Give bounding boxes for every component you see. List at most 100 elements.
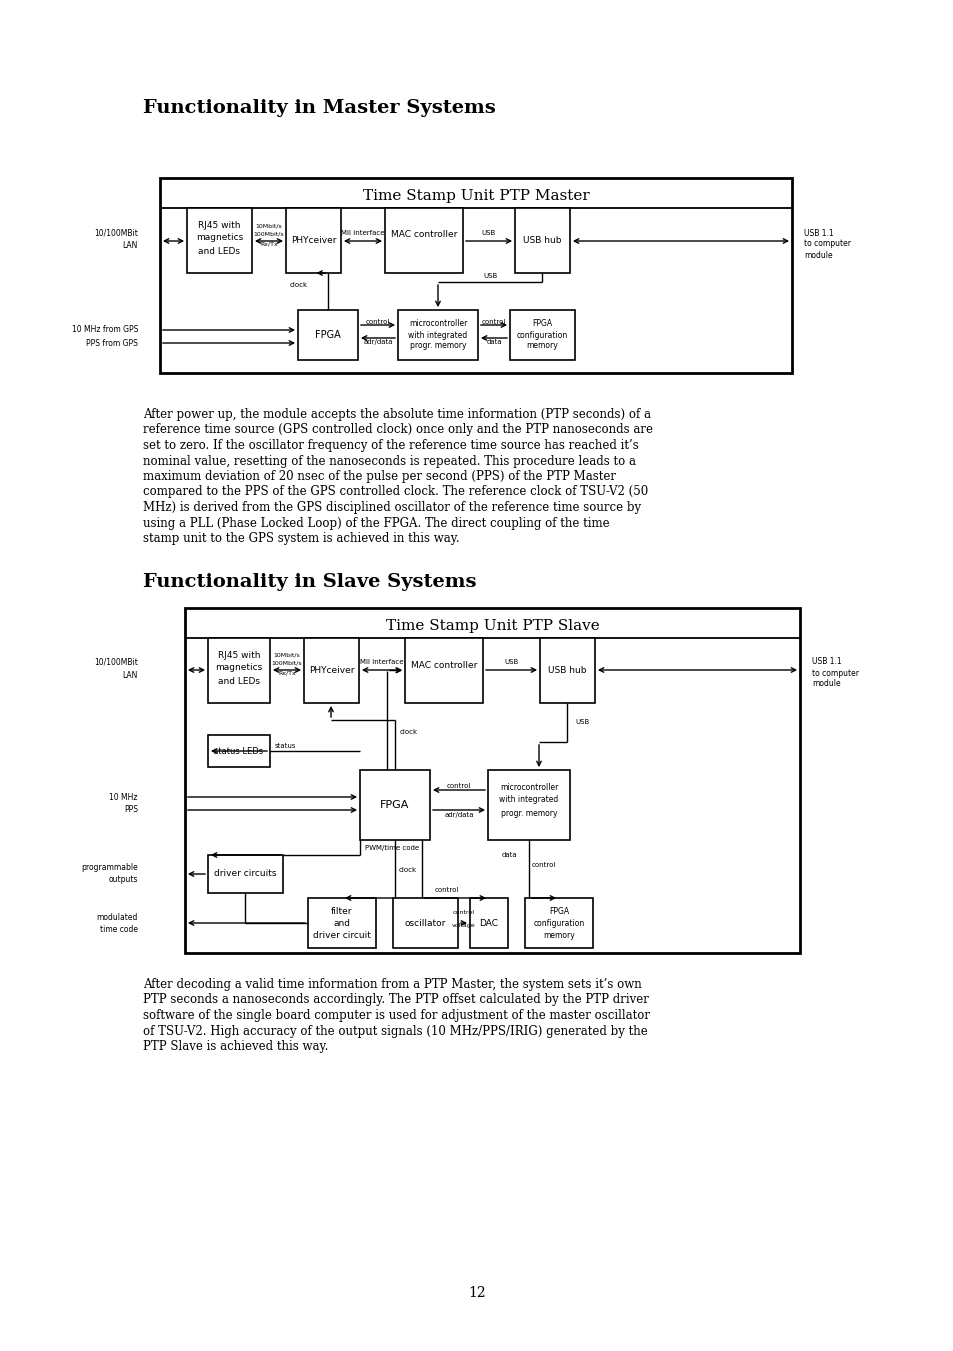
Bar [405,638,482,703]
Text: MHz) is derived from the GPS disciplined oscillator of the reference time source: MHz) is derived from the GPS disciplined… [143,501,640,513]
Text: maximum deviation of 20 nsec of the pulse per second (PPS) of the PTP Master: maximum deviation of 20 nsec of the puls… [143,470,616,484]
Bar [385,208,462,273]
Text: MII interface: MII interface [341,230,384,236]
Text: progr. memory: progr. memory [500,808,557,817]
Text: magnetics: magnetics [195,234,243,242]
Text: control: control [531,862,556,867]
Text: configuration: configuration [533,919,584,928]
Text: MAC controller: MAC controller [391,230,456,239]
Bar [160,178,791,373]
Text: Functionality in Master Systems: Functionality in Master Systems [143,99,496,118]
Text: 100Mbit/s: 100Mbit/s [253,231,284,236]
Text: FPGA: FPGA [380,800,409,811]
Bar [187,208,252,273]
Bar [185,608,800,952]
Text: adr/data: adr/data [363,339,393,345]
Text: 10Mbit/s: 10Mbit/s [274,653,300,658]
Text: memory: memory [526,342,558,350]
Text: PTP Slave is achieved this way.: PTP Slave is achieved this way. [143,1040,328,1052]
Text: FPGA: FPGA [314,330,340,340]
Text: using a PLL (Phase Locked Loop) of the FPGA. The direct coupling of the time: using a PLL (Phase Locked Loop) of the F… [143,516,609,530]
Text: of TSU-V2. High accuracy of the output signals (10 MHz/PPS/IRIG) generated by th: of TSU-V2. High accuracy of the output s… [143,1024,647,1038]
Text: status: status [274,743,296,748]
Text: clock: clock [290,282,308,288]
Text: PTP seconds a nanoseconds accordingly. The PTP offset calculated by the PTP driv: PTP seconds a nanoseconds accordingly. T… [143,993,648,1006]
Bar [208,855,283,893]
Text: PPS from GPS: PPS from GPS [86,339,138,347]
Text: Rx/Tx: Rx/Tx [260,242,277,246]
Text: software of the single board computer is used for adjustment of the master oscil: software of the single board computer is… [143,1009,649,1021]
Text: modulated: modulated [96,912,138,921]
Bar [515,208,569,273]
Text: RJ45 with: RJ45 with [217,651,260,661]
Text: reference time source (GPS controlled clock) once only and the PTP nanoseconds a: reference time source (GPS controlled cl… [143,423,652,436]
Text: and: and [334,919,350,928]
Text: USB 1.1: USB 1.1 [803,228,833,238]
Text: 12: 12 [468,1286,485,1300]
Text: adr/data: adr/data [444,812,474,817]
Text: control: control [481,319,506,326]
Text: memory: memory [542,931,575,939]
Text: USB: USB [504,659,518,665]
Text: LAN: LAN [123,242,138,250]
Text: 10/100MBit: 10/100MBit [94,658,138,666]
Text: 10/100MBit: 10/100MBit [94,228,138,238]
Text: USB: USB [481,230,496,236]
Text: time code: time code [100,924,138,934]
Text: 100Mbit/s: 100Mbit/s [272,661,302,666]
Text: clock: clock [399,730,417,735]
Bar [510,309,575,359]
Text: MII interface: MII interface [360,659,403,665]
Text: progr. memory: progr. memory [410,342,466,350]
Text: Time Stamp Unit PTP Slave: Time Stamp Unit PTP Slave [385,619,598,634]
Text: programmable: programmable [81,863,138,873]
Bar [308,898,375,948]
Bar [488,770,569,840]
Text: microcontroller: microcontroller [409,319,467,328]
Text: USB 1.1: USB 1.1 [811,658,841,666]
Text: status LEDs: status LEDs [214,747,263,755]
Text: magnetics: magnetics [215,663,262,673]
Text: 10 MHz: 10 MHz [110,793,138,801]
Text: voltage: voltage [452,923,476,928]
Text: USB hub: USB hub [522,236,561,245]
Text: to computer: to computer [811,669,858,677]
Text: data: data [486,339,501,345]
Text: filter: filter [331,907,353,916]
Text: outputs: outputs [109,875,138,885]
Text: oscillator: oscillator [404,919,446,928]
Bar [470,898,507,948]
Text: with integrated: with integrated [498,796,558,804]
Text: MAC controller: MAC controller [411,661,476,670]
Text: nominal value, resetting of the nanoseconds is repeated. This procedure leads to: nominal value, resetting of the nanoseco… [143,454,636,467]
Text: USB: USB [482,273,497,280]
Text: and LEDs: and LEDs [218,677,260,685]
Text: PWM/time code: PWM/time code [365,844,418,851]
Bar [286,208,340,273]
Bar [524,898,593,948]
Text: control: control [446,784,471,789]
Text: with integrated: with integrated [408,331,467,339]
Bar [359,770,430,840]
Text: USB hub: USB hub [548,666,586,676]
Text: After power up, the module accepts the absolute time information (PTP seconds) o: After power up, the module accepts the a… [143,408,650,422]
Text: LAN: LAN [123,670,138,680]
Text: control: control [435,888,459,893]
Text: and LEDs: and LEDs [198,246,240,255]
Text: microcontroller: microcontroller [499,784,558,793]
Text: to computer: to computer [803,239,850,249]
Bar [304,638,358,703]
Text: set to zero. If the oscillator frequency of the reference time source has reache: set to zero. If the oscillator frequency… [143,439,639,453]
Text: 10 MHz from GPS: 10 MHz from GPS [71,326,138,335]
Text: control: control [453,911,475,916]
Text: module: module [811,680,840,689]
Text: configuration: configuration [517,331,568,339]
Text: RJ45 with: RJ45 with [198,222,240,231]
Text: data: data [500,852,517,858]
Bar [297,309,357,359]
Text: Time Stamp Unit PTP Master: Time Stamp Unit PTP Master [362,189,589,203]
Bar [397,309,477,359]
Text: control: control [365,319,390,326]
Text: driver circuits: driver circuits [214,870,276,878]
Text: compared to the PPS of the GPS controlled clock. The reference clock of TSU-V2 (: compared to the PPS of the GPS controlle… [143,485,648,499]
